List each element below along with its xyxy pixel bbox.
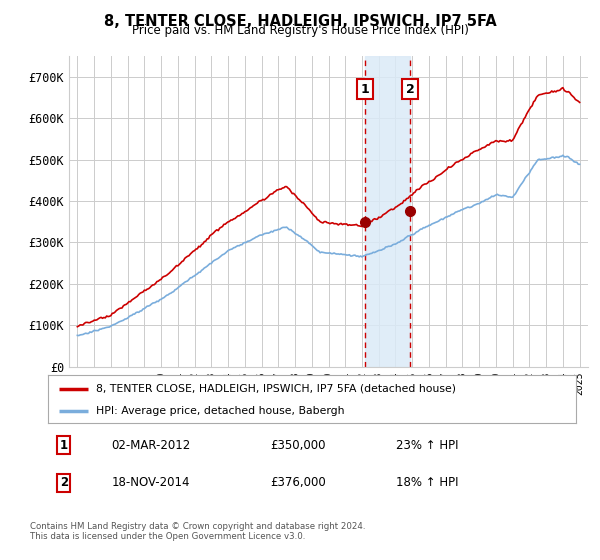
Bar (365, 56, 410, 367)
Text: 18% ↑ HPI: 18% ↑ HPI (397, 477, 459, 489)
Text: Contains HM Land Registry data © Crown copyright and database right 2024.: Contains HM Land Registry data © Crown c… (30, 522, 365, 531)
Text: £350,000: £350,000 (270, 438, 325, 451)
Text: 02-MAR-2012: 02-MAR-2012 (112, 438, 191, 451)
Text: 2: 2 (406, 83, 415, 96)
Text: Price paid vs. HM Land Registry's House Price Index (HPI): Price paid vs. HM Land Registry's House … (131, 24, 469, 37)
Text: HPI: Average price, detached house, Babergh: HPI: Average price, detached house, Babe… (95, 406, 344, 416)
Text: 2: 2 (60, 477, 68, 489)
Text: 8, TENTER CLOSE, HADLEIGH, IPSWICH, IP7 5FA: 8, TENTER CLOSE, HADLEIGH, IPSWICH, IP7 … (104, 14, 496, 29)
Text: 18-NOV-2014: 18-NOV-2014 (112, 477, 190, 489)
Text: This data is licensed under the Open Government Licence v3.0.: This data is licensed under the Open Gov… (30, 532, 305, 541)
Text: 23% ↑ HPI: 23% ↑ HPI (397, 438, 459, 451)
Text: 8, TENTER CLOSE, HADLEIGH, IPSWICH, IP7 5FA (detached house): 8, TENTER CLOSE, HADLEIGH, IPSWICH, IP7 … (95, 384, 455, 394)
Text: £376,000: £376,000 (270, 477, 326, 489)
Text: 1: 1 (60, 438, 68, 451)
Text: 1: 1 (361, 83, 369, 96)
